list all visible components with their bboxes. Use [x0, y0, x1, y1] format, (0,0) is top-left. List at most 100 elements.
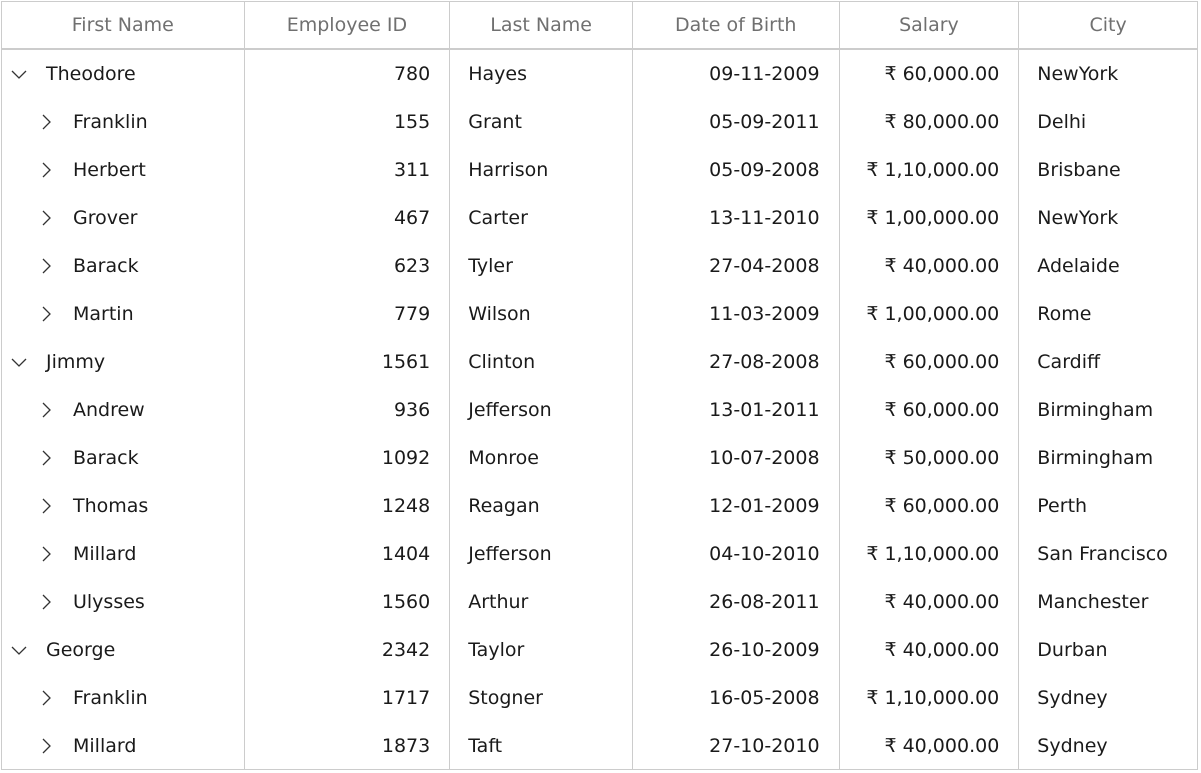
salary-cell[interactable]: ₹ 80,000.00 — [840, 98, 1020, 146]
city-cell[interactable]: Brisbane — [1037, 159, 1121, 181]
last-name-cell[interactable]: Tyler — [450, 242, 633, 290]
table-row[interactable]: Theodore 780 Hayes 09-11-2009 ₹ 60,000.00 New… — [2, 50, 1197, 98]
last-name-cell[interactable]: Stogner — [450, 674, 633, 722]
date-of-birth-cell[interactable]: 10-07-2008 — [633, 434, 840, 482]
date-of-birth-cell[interactable]: 12-01-2009 — [633, 482, 840, 530]
salary-cell[interactable]: ₹ 40,000.00 — [840, 578, 1020, 626]
last-name-cell[interactable]: Jefferson — [450, 530, 633, 578]
table-row[interactable]: Franklin 1717 Stogner 16-05-2008 ₹ 1,10,000.… — [2, 674, 1197, 722]
date-of-birth-cell[interactable]: 16-05-2008 — [633, 674, 840, 722]
employee-id-cell[interactable]: 2342 — [245, 626, 451, 674]
salary-cell[interactable]: ₹ 40,000.00 — [840, 722, 1020, 769]
city-cell[interactable]: NewYork — [1037, 63, 1119, 85]
salary-cell[interactable]: ₹ 40,000.00 — [840, 242, 1020, 290]
chevron-right-icon[interactable] — [35, 591, 57, 613]
employee-id-cell[interactable]: 1092 — [245, 434, 451, 482]
city-cell[interactable]: Birmingham — [1037, 447, 1154, 469]
employee-id-cell[interactable]: 1717 — [245, 674, 451, 722]
employee-id-cell[interactable]: 780 — [245, 50, 451, 98]
chevron-right-icon[interactable] — [35, 399, 57, 421]
column-header-salary[interactable]: Salary — [840, 2, 1020, 48]
last-name-cell[interactable]: Wilson — [450, 290, 633, 338]
first-name-cell[interactable]: Herbert — [2, 146, 245, 194]
chevron-right-icon[interactable] — [35, 303, 57, 325]
table-row[interactable]: Herbert 311 Harrison 05-09-2008 ₹ 1,10,000.0… — [2, 146, 1197, 194]
first-name-cell[interactable]: Franklin — [2, 98, 245, 146]
first-name-cell[interactable]: Barack — [2, 434, 245, 482]
city-cell[interactable]: Manchester — [1037, 591, 1149, 613]
last-name-cell[interactable]: Grant — [450, 98, 633, 146]
last-name-cell[interactable]: Carter — [450, 194, 633, 242]
table-row[interactable]: Andrew 936 Jefferson 13-01-2011 ₹ 60,000.00 B… — [2, 386, 1197, 434]
table-row[interactable]: Millard 1404 Jefferson 04-10-2010 ₹ 1,10,000… — [2, 530, 1197, 578]
last-name-cell[interactable]: Reagan — [450, 482, 633, 530]
column-header-date-of-birth[interactable]: Date of Birth — [633, 2, 840, 48]
table-row[interactable]: Barack 1092 Monroe 10-07-2008 ₹ 50,000.00 Bir… — [2, 434, 1197, 482]
employee-id-cell[interactable]: 779 — [245, 290, 451, 338]
employee-id-cell[interactable]: 311 — [245, 146, 451, 194]
date-of-birth-cell[interactable]: 27-10-2010 — [633, 722, 840, 769]
first-name-cell[interactable]: Franklin — [2, 674, 245, 722]
table-row[interactable]: Barack 623 Tyler 27-04-2008 ₹ 40,000.00 Adela… — [2, 242, 1197, 290]
column-header-last-name[interactable]: Last Name — [450, 2, 633, 48]
first-name-cell[interactable]: Millard — [2, 530, 245, 578]
salary-cell[interactable]: ₹ 1,10,000.00 — [840, 674, 1020, 722]
salary-cell[interactable]: ₹ 1,10,000.00 — [840, 530, 1020, 578]
city-cell[interactable]: Delhi — [1037, 111, 1087, 133]
first-name-cell[interactable]: Grover — [2, 194, 245, 242]
first-name-cell[interactable]: Theodore — [2, 50, 245, 98]
last-name-cell[interactable]: Taft — [450, 722, 633, 769]
table-row[interactable]: Jimmy 1561 Clinton 27-08-2008 ₹ 60,000.00 Car… — [2, 338, 1197, 386]
employee-id-cell[interactable]: 623 — [245, 242, 451, 290]
last-name-cell[interactable]: Clinton — [450, 338, 633, 386]
salary-cell[interactable]: ₹ 1,00,000.00 — [840, 290, 1020, 338]
city-cell[interactable]: San Francisco — [1037, 543, 1168, 565]
salary-cell[interactable]: ₹ 60,000.00 — [840, 386, 1020, 434]
first-name-cell[interactable]: Ulysses — [2, 578, 245, 626]
first-name-cell[interactable]: Millard — [2, 722, 245, 769]
first-name-cell[interactable]: Barack — [2, 242, 245, 290]
table-row[interactable]: Millard 1873 Taft 27-10-2010 ₹ 40,000.00 Sydn… — [2, 722, 1197, 769]
city-cell[interactable]: Rome — [1037, 303, 1092, 325]
date-of-birth-cell[interactable]: 04-10-2010 — [633, 530, 840, 578]
column-header-city[interactable]: City — [1089, 14, 1127, 36]
table-row[interactable]: Ulysses 1560 Arthur 26-08-2011 ₹ 40,000.00 Ma… — [2, 578, 1197, 626]
chevron-right-icon[interactable] — [35, 735, 57, 757]
employee-id-cell[interactable]: 936 — [245, 386, 451, 434]
chevron-down-icon[interactable] — [8, 63, 30, 85]
chevron-right-icon[interactable] — [35, 543, 57, 565]
first-name-cell[interactable]: Jimmy — [2, 338, 245, 386]
salary-cell[interactable]: ₹ 60,000.00 — [840, 50, 1020, 98]
first-name-cell[interactable]: Martin — [2, 290, 245, 338]
chevron-right-icon[interactable] — [35, 687, 57, 709]
salary-cell[interactable]: ₹ 1,00,000.00 — [840, 194, 1020, 242]
column-header-first-name[interactable]: First Name — [2, 2, 245, 48]
chevron-right-icon[interactable] — [35, 255, 57, 277]
column-header-employee-id[interactable]: Employee ID — [245, 2, 451, 48]
table-row[interactable]: George 2342 Taylor 26-10-2009 ₹ 40,000.00 Dur… — [2, 626, 1197, 674]
city-cell[interactable]: Birmingham — [1037, 399, 1154, 421]
last-name-cell[interactable]: Harrison — [450, 146, 633, 194]
table-row[interactable]: Martin 779 Wilson 11-03-2009 ₹ 1,00,000.00 Ro… — [2, 290, 1197, 338]
city-cell[interactable]: Sydney — [1037, 735, 1108, 757]
date-of-birth-cell[interactable]: 27-08-2008 — [633, 338, 840, 386]
city-cell[interactable]: Sydney — [1037, 687, 1108, 709]
city-cell[interactable]: Durban — [1037, 639, 1108, 661]
salary-cell[interactable]: ₹ 60,000.00 — [840, 482, 1020, 530]
first-name-cell[interactable]: Thomas — [2, 482, 245, 530]
employee-id-cell[interactable]: 1404 — [245, 530, 451, 578]
date-of-birth-cell[interactable]: 26-08-2011 — [633, 578, 840, 626]
date-of-birth-cell[interactable]: 11-03-2009 — [633, 290, 840, 338]
date-of-birth-cell[interactable]: 05-09-2011 — [633, 98, 840, 146]
table-row[interactable]: Grover 467 Carter 13-11-2010 ₹ 1,00,000.00 Ne… — [2, 194, 1197, 242]
employee-id-cell[interactable]: 467 — [245, 194, 451, 242]
chevron-right-icon[interactable] — [35, 111, 57, 133]
salary-cell[interactable]: ₹ 60,000.00 — [840, 338, 1020, 386]
date-of-birth-cell[interactable]: 13-11-2010 — [633, 194, 840, 242]
date-of-birth-cell[interactable]: 05-09-2008 — [633, 146, 840, 194]
chevron-down-icon[interactable] — [8, 351, 30, 373]
chevron-right-icon[interactable] — [35, 159, 57, 181]
last-name-cell[interactable]: Taylor — [450, 626, 633, 674]
salary-cell[interactable]: ₹ 1,10,000.00 — [840, 146, 1020, 194]
last-name-cell[interactable]: Jefferson — [450, 386, 633, 434]
